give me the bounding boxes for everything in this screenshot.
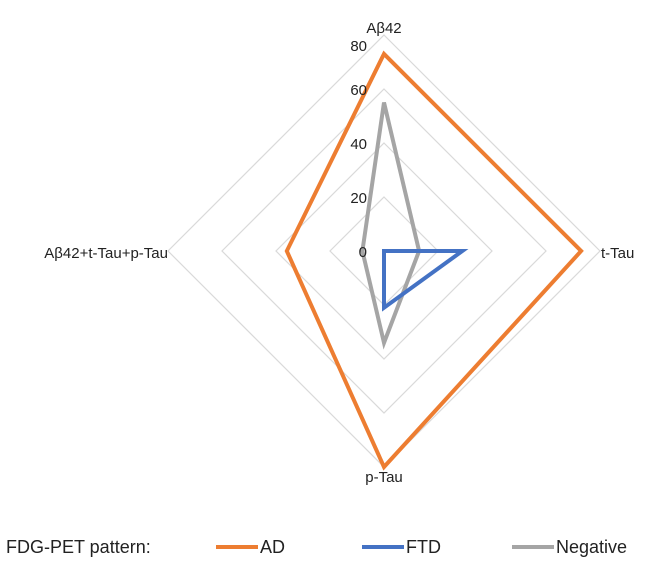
legend-title: FDG-PET pattern: bbox=[6, 537, 151, 557]
axis-label-right: t-Tau bbox=[601, 245, 634, 262]
tick-label-80: 80 bbox=[350, 38, 367, 55]
series-line-ftd bbox=[382, 249, 469, 312]
axis-label-top: Aβ42 bbox=[366, 20, 401, 37]
axis-label-left: Aβ42+t-Tau+p-Tau bbox=[44, 245, 168, 262]
legend: FDG-PET pattern: AD FTD Negative bbox=[6, 537, 627, 557]
tick-label-20: 20 bbox=[350, 190, 367, 207]
tick-label-60: 60 bbox=[350, 82, 367, 99]
gridline-ring-60 bbox=[221, 88, 547, 414]
radar-series bbox=[284, 50, 584, 471]
gridline-ring-40 bbox=[275, 142, 493, 360]
tick-label-0: 0 bbox=[359, 244, 367, 261]
axis-label-bottom: p-Tau bbox=[365, 469, 403, 486]
series-line-negative bbox=[360, 102, 422, 350]
legend-label-ad: AD bbox=[260, 537, 285, 557]
tick-label-40: 40 bbox=[350, 136, 367, 153]
series-line-ad bbox=[284, 50, 584, 471]
legend-label-negative: Negative bbox=[556, 537, 627, 557]
legend-label-ftd: FTD bbox=[406, 537, 441, 557]
